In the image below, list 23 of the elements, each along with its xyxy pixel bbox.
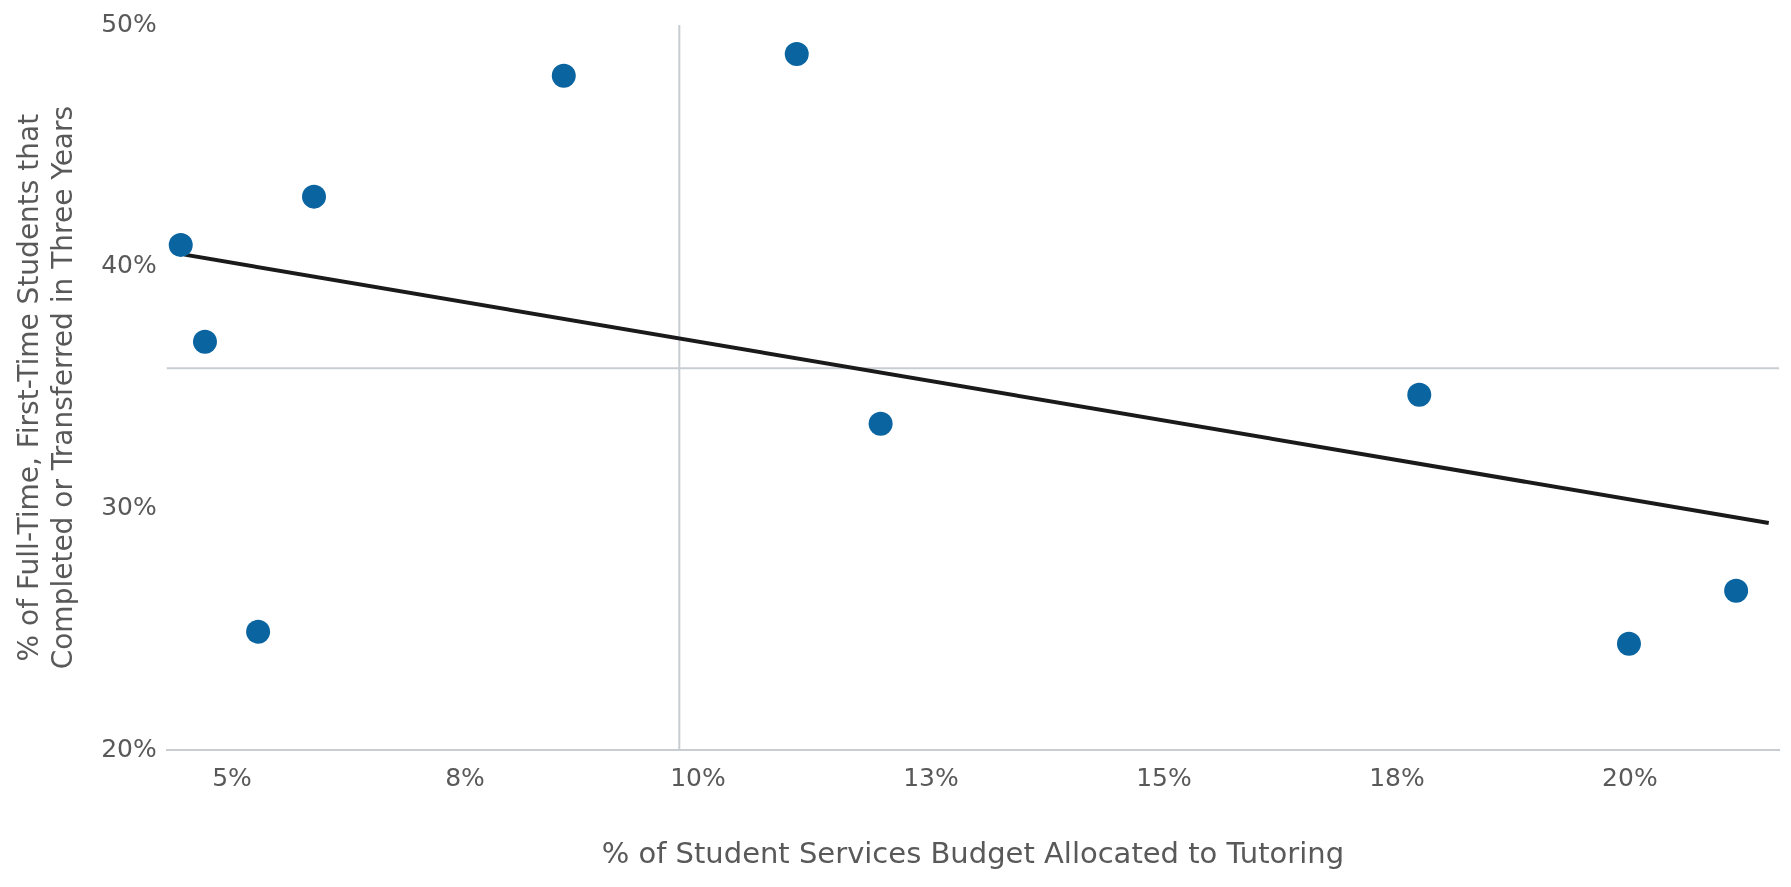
point — [246, 619, 271, 644]
x-tick-label: 13% — [903, 762, 959, 792]
point — [784, 42, 809, 67]
point — [1407, 382, 1432, 407]
y-tick-label: 50% — [101, 8, 157, 38]
point — [1724, 578, 1749, 603]
y-axis-title: % of Full-Time, First-Time Students that Completed or Transferred in Three Years — [12, 105, 79, 670]
x-tick-label: 18% — [1369, 762, 1425, 792]
point — [1616, 631, 1641, 656]
x-tick-label: 15% — [1136, 762, 1192, 792]
x-tick-label: 8% — [445, 762, 485, 792]
y-tick-label: 40% — [101, 250, 157, 280]
x-axis-title: % of Student Services Budget Allocated to Tutoring — [601, 836, 1345, 871]
x-tick-label: 5% — [212, 762, 252, 792]
point — [168, 232, 193, 257]
y-tick-label: 30% — [101, 491, 157, 521]
y-tick-label: 20% — [101, 733, 157, 763]
point — [868, 411, 893, 436]
x-tick-label: 10% — [670, 762, 726, 792]
x-tick-label: 20% — [1602, 762, 1658, 792]
point — [192, 329, 217, 354]
point — [302, 184, 327, 209]
point — [551, 63, 576, 88]
